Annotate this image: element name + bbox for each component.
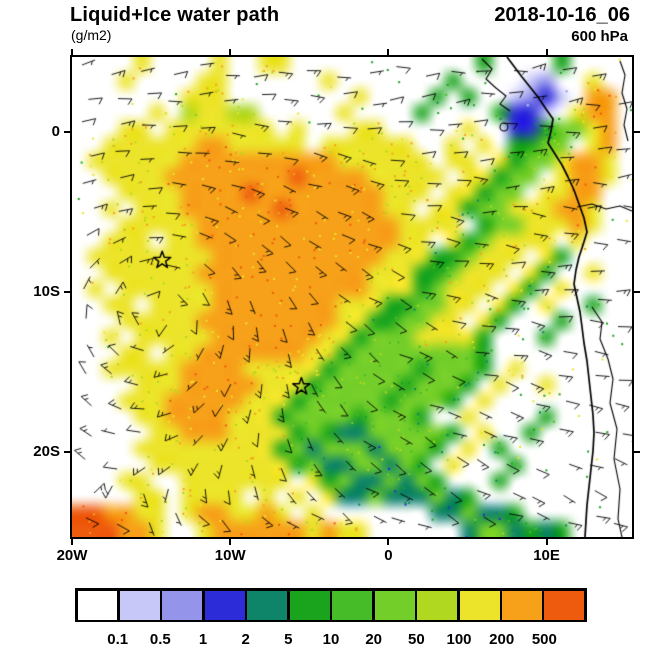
plot-title: Liquid+Ice water path <box>70 4 280 26</box>
y-tickmark-right <box>634 131 640 134</box>
x-axis-label-0: 0 <box>384 547 393 564</box>
y-axis-label-20S: 20S <box>33 443 60 461</box>
y-axis-label-10S: 10S <box>33 283 60 301</box>
y-axis-label-0: 0 <box>51 123 60 141</box>
colorbar-cell-6 <box>332 590 373 620</box>
y-tickmark-left <box>64 291 70 294</box>
colorbar-level-100: 100 <box>446 631 472 648</box>
colorbar-level-200: 200 <box>489 631 515 648</box>
colorbar-level-1: 1 <box>198 631 208 648</box>
colorbar-cell-10 <box>502 590 542 620</box>
plot-datetime: 2018-10-16_06 <box>494 4 630 26</box>
map-canvas <box>72 57 632 537</box>
x-axis-label-10E: 10E <box>533 547 560 564</box>
x-tickmark-bottom <box>71 539 73 545</box>
colorbar-level-20: 20 <box>365 631 382 648</box>
y-tickmark-right <box>634 291 640 294</box>
colorbar-cell-5 <box>289 590 330 620</box>
colorbar-level-50: 50 <box>407 631 425 648</box>
colorbar-level-10: 10 <box>322 631 340 648</box>
y-tickmark-left <box>64 131 70 134</box>
colorbar-cell-4 <box>247 590 288 620</box>
colorbar <box>75 588 587 622</box>
colorbar-level-0.5: 0.5 <box>149 631 171 648</box>
y-tickmark-right <box>634 451 640 454</box>
x-tickmark-top <box>545 49 548 55</box>
x-tickmark-top <box>71 49 73 55</box>
colorbar-cell-0 <box>77 590 118 620</box>
x-tickmark-top <box>387 49 390 55</box>
colorbar-level-0.1: 0.1 <box>107 631 129 648</box>
colorbar-cell-7 <box>374 590 415 620</box>
map-frame <box>70 55 634 539</box>
x-tickmark-bottom <box>229 539 232 545</box>
colorbar-cell-2 <box>162 590 203 620</box>
x-tickmark-top <box>229 49 232 55</box>
x-axis-label-10W: 10W <box>214 547 246 564</box>
colorbar-cell-11 <box>544 590 585 620</box>
x-tickmark-bottom <box>545 539 548 545</box>
colorbar-level-500: 500 <box>531 631 557 648</box>
plot-pressure-level: 600 hPa <box>571 28 628 45</box>
colorbar-cell-9 <box>459 590 500 620</box>
y-tickmark-left <box>64 451 70 454</box>
colorbar-level-5: 5 <box>284 631 293 648</box>
colorbar-level-2: 2 <box>241 631 250 648</box>
colorbar-cell-1 <box>119 590 160 620</box>
x-tickmark-bottom <box>387 539 390 545</box>
plot-units: (g/m2) <box>71 27 112 43</box>
colorbar-cell-8 <box>417 590 458 620</box>
x-axis-label-20W: 20W <box>56 547 88 564</box>
colorbar-cell-3 <box>204 590 245 620</box>
